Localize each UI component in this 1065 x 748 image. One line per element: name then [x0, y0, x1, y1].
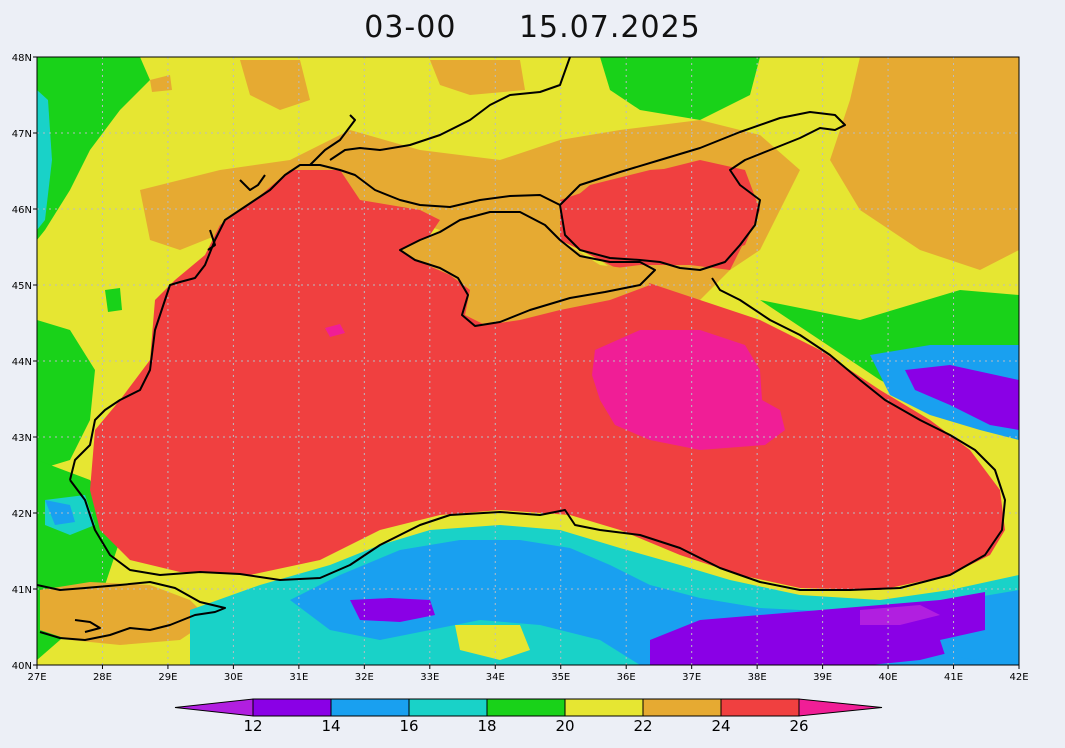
colorbar-label: 16: [399, 717, 418, 735]
colorbar-label: 24: [711, 717, 730, 735]
lat-tick-label: 44N: [12, 357, 32, 368]
lon-tick-label: 41E: [944, 672, 963, 683]
lon-tick-label: 35E: [551, 672, 570, 683]
field-12-14-east: [905, 365, 1019, 430]
lon-tick-label: 29E: [158, 672, 177, 683]
lon-tick-label: 30E: [224, 672, 243, 683]
lon-tick-label: 40E: [879, 672, 898, 683]
colorbar: 12 14 16 18 20 22 24 26: [174, 698, 883, 735]
lat-tick-label: 40N: [12, 661, 32, 672]
lon-tick-label: 42E: [1009, 672, 1028, 683]
colorbar-label: 22: [633, 717, 652, 735]
colorbar-label: 18: [477, 717, 496, 735]
field-18-20-spot: [105, 288, 122, 312]
map-title: 03-00 15.07.2025: [0, 10, 1065, 45]
colorbar-bin: [486, 698, 566, 717]
lat-tick-label: 43N: [12, 433, 32, 444]
lon-tick-label: 32E: [355, 672, 374, 683]
colorbar-bin: [252, 698, 332, 717]
lon-tick-label: 34E: [486, 672, 505, 683]
longitude-axis: 27E 28E 29E 30E 31E 32E 33E 34E 35E 36E 37E 38E 39E 4…: [27, 665, 1029, 683]
colorbar-label: 26: [789, 717, 808, 735]
colorbar-bin: [408, 698, 488, 717]
lat-tick-label: 48N: [12, 53, 32, 64]
field-22-24-north-spot: [240, 60, 310, 110]
coastline: [37, 57, 1006, 641]
lat-tick-label: 42N: [12, 509, 32, 520]
field-14-16-se-spot: [940, 630, 1000, 660]
lon-tick-label: 31E: [289, 672, 308, 683]
lat-tick-label: 45N: [12, 281, 32, 292]
lon-tick-label: 39E: [813, 672, 832, 683]
colorbar-bin: [642, 698, 722, 717]
field-24-26-sea: [90, 165, 1005, 590]
colorbar-bin: [720, 698, 800, 717]
field-18-20-north: [600, 57, 760, 120]
lat-tick-label: 41N: [12, 585, 32, 596]
field-24-26-azov: [560, 160, 760, 260]
field-22-24-crimea: [400, 215, 650, 325]
lon-tick-label: 37E: [682, 672, 701, 683]
lat-tick-label: 46N: [12, 205, 32, 216]
field-10-12-south-east: [860, 605, 940, 625]
grid-lines: [37, 57, 1019, 665]
lon-tick-label: 28E: [93, 672, 112, 683]
lon-tick-label: 38E: [748, 672, 767, 683]
lon-tick-label: 36E: [617, 672, 636, 683]
field-12-14-south-west: [350, 598, 435, 622]
field-18-20-nw: [37, 57, 150, 240]
field-22-24-spot: [150, 75, 172, 92]
field-16-18-west-edge: [37, 90, 52, 230]
field-22-24-north-spot-2: [430, 60, 525, 95]
colorbar-high-arrow: [798, 698, 883, 717]
field-14-16-west: [45, 500, 75, 525]
lat-tick-label: 47N: [12, 129, 32, 140]
field-26-28-spot: [325, 324, 345, 337]
colorbar-bin: [564, 698, 644, 717]
colorbar-bin: [330, 698, 410, 717]
colorbar-label: 20: [555, 717, 574, 735]
colorbar-label: 14: [321, 717, 340, 735]
field-18-20-west: [37, 320, 95, 470]
title-date: 15.07.2025: [518, 10, 701, 45]
lon-tick-label: 33E: [420, 672, 439, 683]
colorbar-label: 12: [243, 717, 262, 735]
lon-tick-label: 27E: [27, 672, 46, 683]
title-time: 03-00: [364, 10, 457, 45]
latitude-axis: 40N 41N 42N 43N 44N 45N 46N 47N 48N: [12, 53, 37, 672]
field-22-24-ne: [830, 57, 1019, 270]
field-26-28-east-basin: [592, 330, 785, 450]
field-20-22-south-spot: [455, 625, 530, 660]
colorbar-low-arrow: [174, 698, 254, 717]
